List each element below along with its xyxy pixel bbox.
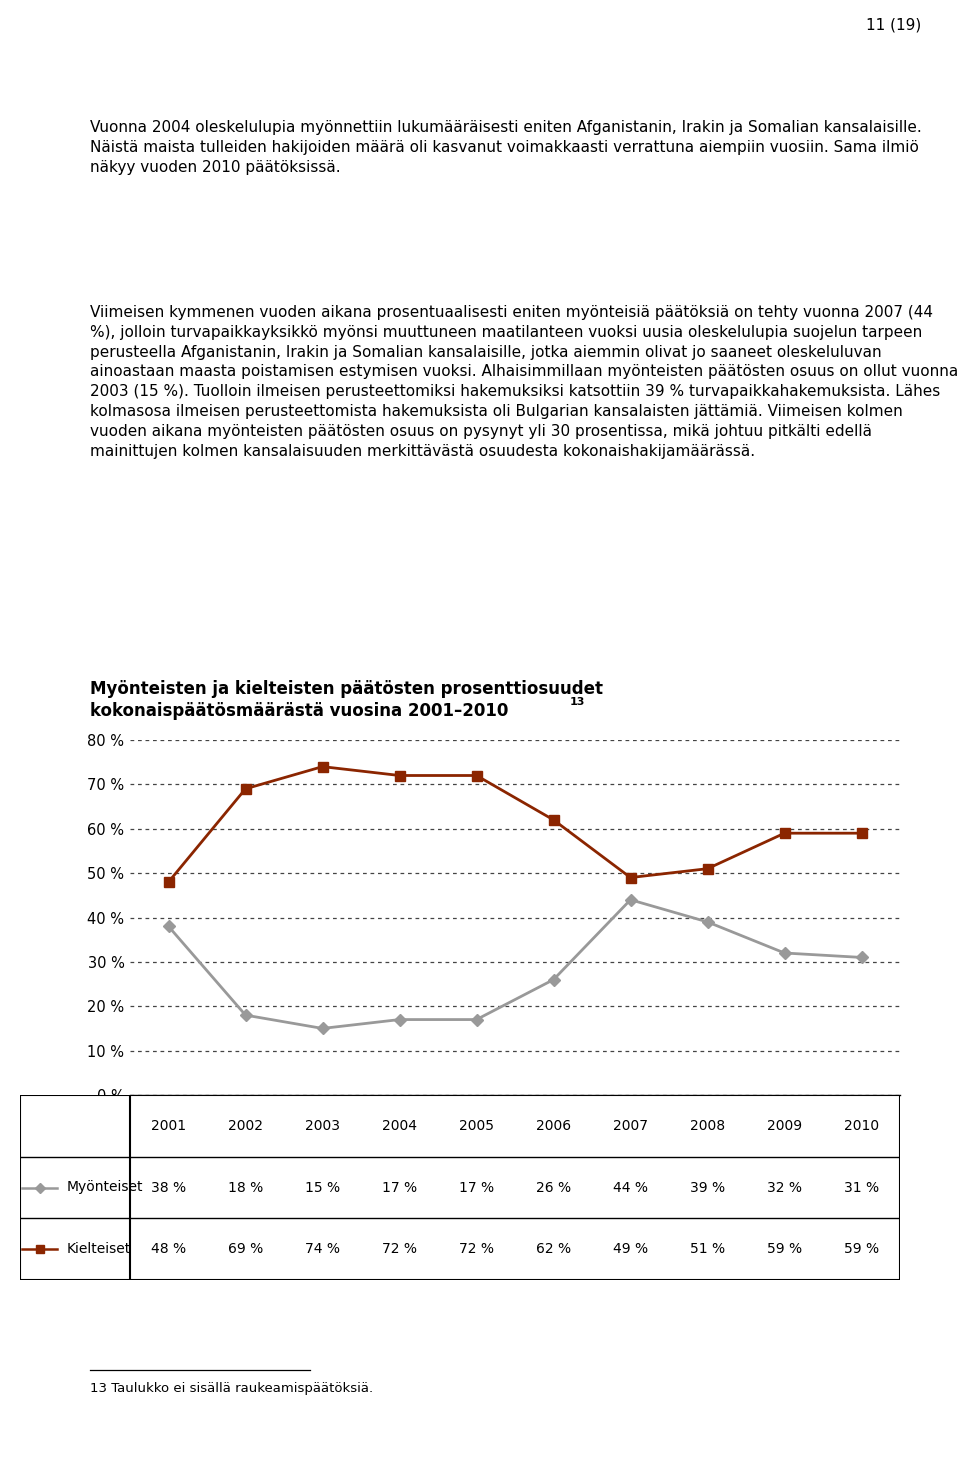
Text: 2004: 2004	[382, 1120, 417, 1133]
Text: 59 %: 59 %	[844, 1242, 879, 1257]
Text: 49 %: 49 %	[612, 1242, 648, 1257]
Text: 72 %: 72 %	[459, 1242, 494, 1257]
Text: 51 %: 51 %	[690, 1242, 725, 1257]
Text: 2007: 2007	[613, 1120, 648, 1133]
Text: 39 %: 39 %	[690, 1180, 725, 1195]
Text: 13 Taulukko ei sisällä raukeamispäätöksiä.: 13 Taulukko ei sisällä raukeamispäätöksi…	[90, 1382, 373, 1395]
Text: Viimeisen kymmenen vuoden aikana prosentuaalisesti eniten myönteisiä päätöksiä o: Viimeisen kymmenen vuoden aikana prosent…	[90, 305, 958, 459]
Text: 17 %: 17 %	[382, 1180, 417, 1195]
Text: 74 %: 74 %	[305, 1242, 340, 1257]
Text: 48 %: 48 %	[151, 1242, 186, 1257]
Text: 26 %: 26 %	[536, 1180, 571, 1195]
Text: 2001: 2001	[151, 1120, 186, 1133]
Text: 2008: 2008	[690, 1120, 725, 1133]
Text: 17 %: 17 %	[459, 1180, 494, 1195]
Text: 44 %: 44 %	[613, 1180, 648, 1195]
Text: 59 %: 59 %	[767, 1242, 802, 1257]
Text: 31 %: 31 %	[844, 1180, 879, 1195]
Text: 72 %: 72 %	[382, 1242, 417, 1257]
Text: Kielteiset: Kielteiset	[66, 1242, 131, 1257]
Text: 2005: 2005	[459, 1120, 494, 1133]
Text: Myönteisten ja kielteisten päätösten prosenttiosuudet: Myönteisten ja kielteisten päätösten pro…	[90, 680, 603, 698]
Text: 38 %: 38 %	[151, 1180, 186, 1195]
Text: 13: 13	[570, 698, 586, 707]
Text: 62 %: 62 %	[536, 1242, 571, 1257]
Text: 2010: 2010	[844, 1120, 879, 1133]
Text: 2003: 2003	[305, 1120, 340, 1133]
Text: 2009: 2009	[767, 1120, 802, 1133]
Text: Vuonna 2004 oleskelulupia myönnettiin lukumääräisesti eniten Afganistanin, Iraki: Vuonna 2004 oleskelulupia myönnettiin lu…	[90, 119, 922, 174]
Text: Myönteiset: Myönteiset	[66, 1180, 143, 1195]
Text: 11 (19): 11 (19)	[866, 18, 922, 32]
Text: 69 %: 69 %	[228, 1242, 263, 1257]
Text: 15 %: 15 %	[305, 1180, 340, 1195]
Text: 32 %: 32 %	[767, 1180, 802, 1195]
Text: kokonaispäätösmäärästä vuosina 2001–2010: kokonaispäätösmäärästä vuosina 2001–2010	[90, 702, 509, 720]
Text: 2006: 2006	[536, 1120, 571, 1133]
Text: 18 %: 18 %	[228, 1180, 263, 1195]
Text: 2002: 2002	[228, 1120, 263, 1133]
